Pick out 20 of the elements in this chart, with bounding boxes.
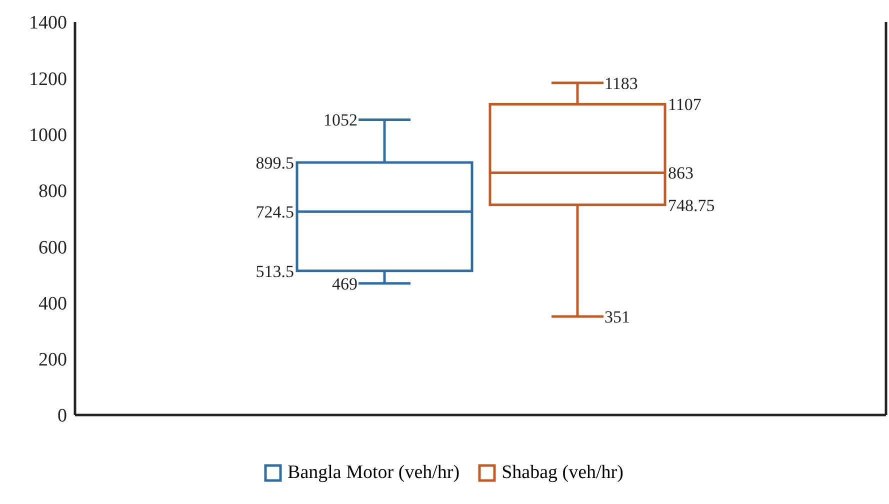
y-tick-label: 400 bbox=[38, 293, 67, 314]
y-tick-label: 800 bbox=[38, 181, 67, 202]
y-tick-label: 600 bbox=[38, 237, 67, 258]
y-tick-label: 200 bbox=[38, 350, 67, 371]
annotation: 469 bbox=[332, 274, 358, 294]
annotation: 513.5 bbox=[256, 262, 294, 281]
annotation: 1183 bbox=[604, 74, 638, 93]
y-tick-label: 1200 bbox=[29, 68, 67, 90]
y-tick-label: 1400 bbox=[29, 12, 67, 34]
legend-label: Bangla Motor (veh/hr) bbox=[288, 462, 460, 484]
y-tick-label: 1000 bbox=[29, 125, 67, 146]
annotation: 724.5 bbox=[256, 202, 294, 222]
annotation: 1052 bbox=[324, 110, 358, 130]
annotation: 351 bbox=[604, 307, 630, 326]
annotation: 863 bbox=[668, 164, 694, 183]
legend-label: Shabag (veh/hr) bbox=[502, 462, 624, 484]
y-tick-label: 0 bbox=[58, 406, 67, 427]
annotation: 899.5 bbox=[256, 153, 294, 172]
annotation: 748.75 bbox=[668, 196, 715, 215]
annotation: 1107 bbox=[668, 95, 702, 114]
